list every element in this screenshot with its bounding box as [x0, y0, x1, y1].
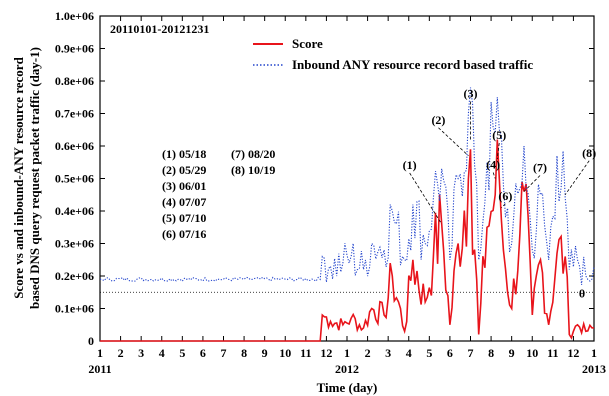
x-tick-label: 5 [179, 346, 185, 360]
annotation-label: (1) [403, 158, 417, 172]
annotation-leader [496, 142, 500, 160]
y-tick-label: 1.0e+06 [55, 9, 94, 23]
y-tick-label: 0.3e+06 [55, 237, 94, 251]
y-tick-label: 0.9e+06 [55, 42, 94, 56]
y-tick-label: 0.5e+06 [55, 172, 94, 186]
period-label: 20110101-20121231 [110, 22, 209, 36]
annotation-label: (2) [431, 113, 445, 127]
x-tick-label: 11 [547, 346, 558, 360]
event-entry: (2) 05/29 [162, 163, 206, 177]
annotation-leader [409, 172, 443, 225]
x-tick-label: 3 [385, 346, 391, 360]
x-axis-title: Time (day) [317, 380, 378, 395]
event-entry: (8) 10/19 [231, 163, 275, 177]
annotation-label: (4) [486, 158, 500, 172]
x-tick-label: 9 [262, 346, 268, 360]
x-tick-label: 6 [447, 346, 453, 360]
x-tick-label: 6 [200, 346, 206, 360]
events-list: (1) 05/18 (2) 05/29 (3) 06/01 (4) 07/07 (5) … [162, 147, 275, 241]
legend-traffic-label: Inbound ANY resource record based traffi… [292, 57, 533, 72]
y-tick-label: 0 [88, 334, 94, 348]
annotation-label: (7) [533, 161, 547, 175]
annotation-leader [564, 160, 590, 195]
event-entry: (6) 07/16 [162, 227, 206, 241]
x-tick-label: 5 [426, 346, 432, 360]
annotation-leader [523, 175, 541, 192]
x-tick-label: 2 [365, 346, 371, 360]
x-year-label: 2011 [88, 362, 111, 376]
y-axis-title-line1: Score vs and inbound-ANY resource record [11, 56, 26, 298]
event-entry: (7) 08/20 [231, 147, 275, 161]
legend: Score Inbound ANY resource record based … [253, 36, 533, 72]
x-tick-label: 4 [406, 346, 412, 360]
x-tick-label: 1 [591, 346, 597, 360]
y-tick-label: 0.6e+06 [55, 139, 94, 153]
x-tick-label: 4 [159, 346, 165, 360]
x-tick-label: 3 [138, 346, 144, 360]
x-tick-label: 2 [118, 346, 124, 360]
x-tick-label: 7 [221, 346, 227, 360]
event-entry: (5) 07/10 [162, 211, 206, 225]
y-tick-label: 0.4e+06 [55, 204, 94, 218]
threshold-label: θ [579, 286, 585, 300]
annotation-label: (5) [492, 128, 506, 142]
x-tick-label: 12 [567, 346, 579, 360]
event-entry: (1) 05/18 [162, 147, 206, 161]
x-tick-label: 10 [279, 346, 291, 360]
y-tick-label: 0.7e+06 [55, 107, 94, 121]
annotation-leader [438, 127, 469, 157]
y-tick-label: 0.8e+06 [55, 74, 94, 88]
x-year-label: 2013 [582, 362, 606, 376]
x-tick-label: 8 [241, 346, 247, 360]
x-tick-label: 7 [468, 346, 474, 360]
x-year-label: 2012 [335, 362, 359, 376]
axis-ticks: 0 0.1e+06 0.2e+06 0.3e+06 0.4e+06 0.5e+06 0.6e… [55, 9, 606, 376]
x-tick-label: 9 [509, 346, 515, 360]
series-lines [99, 87, 595, 342]
annotation-label: (6) [498, 189, 512, 203]
y-tick-label: 0.1e+06 [55, 302, 94, 316]
x-tick-label: 1 [97, 346, 103, 360]
x-tick-label: 12 [320, 346, 332, 360]
legend-score-label: Score [292, 36, 323, 51]
y-axis-title-line2: based DNS query request packet traffic (… [27, 47, 42, 309]
y-tick-label: 0.2e+06 [55, 269, 94, 283]
event-entry: (4) 07/07 [162, 195, 206, 209]
x-tick-label: 10 [526, 346, 538, 360]
annotation-leader [492, 172, 496, 179]
annotation-leader [501, 203, 506, 209]
annotation-label: (3) [464, 87, 478, 101]
annotations: (1) (2) (3) (4) (5) (6) (7) (8) [403, 87, 596, 225]
event-entry: (3) 06/01 [162, 179, 206, 193]
series-score-line [100, 139, 595, 342]
x-tick-label: 1 [344, 346, 350, 360]
x-tick-label: 11 [300, 346, 311, 360]
x-tick-label: 8 [488, 346, 494, 360]
threshold: θ [100, 286, 594, 300]
annotation-label: (8) [582, 146, 596, 160]
